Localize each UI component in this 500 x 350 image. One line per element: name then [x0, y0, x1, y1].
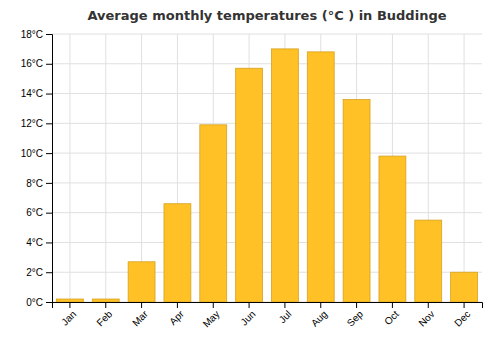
x-tick-mark [320, 302, 321, 308]
bar [379, 156, 406, 302]
y-tick-label: 6°C [26, 207, 43, 218]
grid [52, 34, 482, 302]
bar [200, 125, 227, 302]
y-axis: 0°C 2°C 4°C 6°C 8°C 10°C 12°C 14°C 16°C 18°C [21, 29, 53, 308]
x-tick-label: Jul [277, 308, 294, 325]
grid-line-y [52, 123, 482, 124]
y-tick-label: 14°C [21, 88, 43, 99]
y-tick-label: 18°C [21, 29, 43, 40]
grid-line-y [52, 34, 482, 35]
y-tick-mark [46, 34, 52, 35]
y-tick-label: 16°C [21, 58, 43, 69]
x-axis-line [53, 303, 483, 309]
x-tick-mark [213, 302, 214, 308]
bars [56, 49, 477, 302]
bar [92, 299, 119, 302]
y-tick: 12°C [21, 118, 52, 129]
y-tick-label: 4°C [26, 237, 43, 248]
grid-line-x [69, 34, 70, 302]
bar [56, 299, 83, 302]
grid-line-x [105, 34, 106, 302]
y-tick-mark [46, 272, 52, 273]
x-tick-label: May [201, 308, 222, 329]
x-tick-mark [392, 302, 393, 308]
x-tick: Aug [309, 302, 329, 329]
bar [128, 262, 155, 302]
y-tick-mark [46, 183, 52, 184]
y-tick-mark [46, 242, 52, 243]
x-tick: Jul [277, 302, 294, 325]
x-tick-mark [105, 302, 106, 308]
y-tick-label: 10°C [21, 148, 43, 159]
y-tick: 4°C [26, 237, 52, 248]
x-tick-mark [177, 302, 178, 308]
x-tick-label: Oct [382, 308, 401, 327]
x-tick: Oct [382, 302, 401, 327]
x-tick-label: Sep [345, 308, 366, 329]
x-axis: Jan Feb Mar Apr May Jun Jul Aug Sep Oct Nov Dec [53, 302, 483, 330]
x-tick-mark [249, 302, 250, 308]
x-tick-label: Mar [130, 308, 150, 328]
x-tick: Dec [452, 302, 472, 329]
x-tick-mark [141, 302, 142, 308]
x-tick-label: Apr [167, 308, 186, 327]
x-tick-label: Jun [238, 308, 257, 327]
bar [236, 68, 263, 302]
y-tick-mark [46, 302, 52, 303]
x-tick-label: Feb [94, 308, 114, 328]
bar [451, 272, 478, 302]
y-tick: 16°C [21, 58, 52, 69]
y-tick: 2°C [26, 267, 52, 278]
x-tick: Mar [130, 302, 150, 328]
x-tick: May [201, 302, 222, 330]
y-tick-mark [46, 123, 52, 124]
x-tick: Jun [238, 302, 257, 328]
y-tick-label: 12°C [21, 118, 43, 129]
plot: 0°C 2°C 4°C 6°C 8°C 10°C 12°C 14°C 16°C 18°C Jan Fe… [21, 29, 483, 330]
x-tick-mark [284, 302, 285, 308]
y-tick: 18°C [21, 29, 52, 40]
y-tick: 10°C [21, 148, 52, 159]
grid-line-y [52, 63, 482, 64]
x-tick: Nov [416, 302, 436, 329]
title: Average monthly temperatures (°C ) in Bu… [87, 8, 446, 23]
grid-line-y [52, 93, 482, 94]
y-tick-mark [46, 153, 52, 154]
x-tick-mark [428, 302, 429, 308]
y-tick-label: 8°C [26, 178, 43, 189]
y-tick-mark [46, 213, 52, 214]
x-tick: Apr [167, 302, 186, 327]
y-tick: 14°C [21, 88, 52, 99]
x-tick-label: Jan [59, 308, 78, 327]
y-tick: 6°C [26, 207, 52, 218]
x-tick: Sep [345, 302, 366, 329]
x-tick-label: Nov [416, 308, 436, 328]
y-tick-mark [46, 64, 52, 65]
x-tick-mark [69, 302, 70, 308]
grid-line-y [52, 212, 482, 213]
x-tick-mark [356, 302, 357, 308]
grid-line-y [52, 153, 482, 154]
y-tick-label: 0°C [26, 297, 43, 308]
x-tick: Jan [59, 302, 78, 328]
y-tick-label: 2°C [26, 267, 43, 278]
grid-line-x [464, 34, 465, 302]
x-tick-label: Aug [309, 308, 329, 328]
y-axis-line [46, 35, 53, 303]
x-tick: Feb [94, 302, 114, 328]
bar [415, 220, 442, 302]
x-tick-label: Dec [452, 308, 472, 328]
x-tick-mark [464, 302, 465, 308]
y-tick: 8°C [26, 178, 52, 189]
y-tick: 0°C [26, 297, 52, 308]
y-tick-mark [46, 94, 52, 95]
bar [307, 52, 334, 302]
bar [343, 100, 370, 302]
grid-line-y [52, 182, 482, 183]
bar [164, 204, 191, 302]
chart: 0°C 2°C 4°C 6°C 8°C 10°C 12°C 14°C 16°C 18°C Jan Fe… [0, 0, 500, 350]
bar [271, 49, 298, 302]
